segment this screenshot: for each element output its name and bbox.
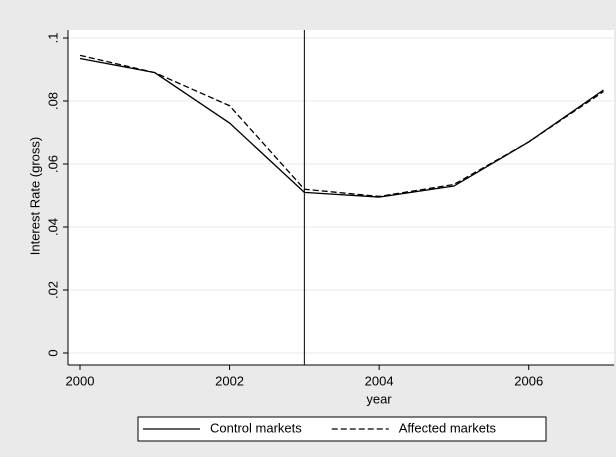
legend-label: Affected markets — [399, 420, 497, 435]
line-series — [79, 54, 604, 198]
y-tick-label: .06 — [45, 155, 60, 173]
legend-label: Control markets — [210, 420, 302, 435]
x-tick-label: 2004 — [365, 373, 394, 388]
y-tick-label: 0 — [45, 349, 60, 356]
x-tick-label: 2000 — [66, 373, 95, 388]
line-series — [79, 57, 604, 198]
x-axis-label: year — [366, 391, 392, 406]
y-tick-label: .08 — [45, 92, 60, 110]
plot-area — [68, 30, 614, 365]
y-tick-label: .04 — [45, 218, 60, 236]
x-tick-label: 2006 — [514, 373, 543, 388]
y-axis-label: Interest Rate (gross) — [27, 137, 42, 256]
x-tick-label: 2002 — [215, 373, 244, 388]
y-tick-label: .1 — [45, 33, 60, 44]
y-tick-label: .02 — [45, 281, 60, 299]
